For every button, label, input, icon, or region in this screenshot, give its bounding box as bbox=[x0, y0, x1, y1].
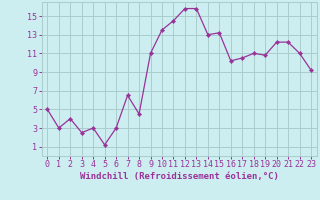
X-axis label: Windchill (Refroidissement éolien,°C): Windchill (Refroidissement éolien,°C) bbox=[80, 172, 279, 181]
